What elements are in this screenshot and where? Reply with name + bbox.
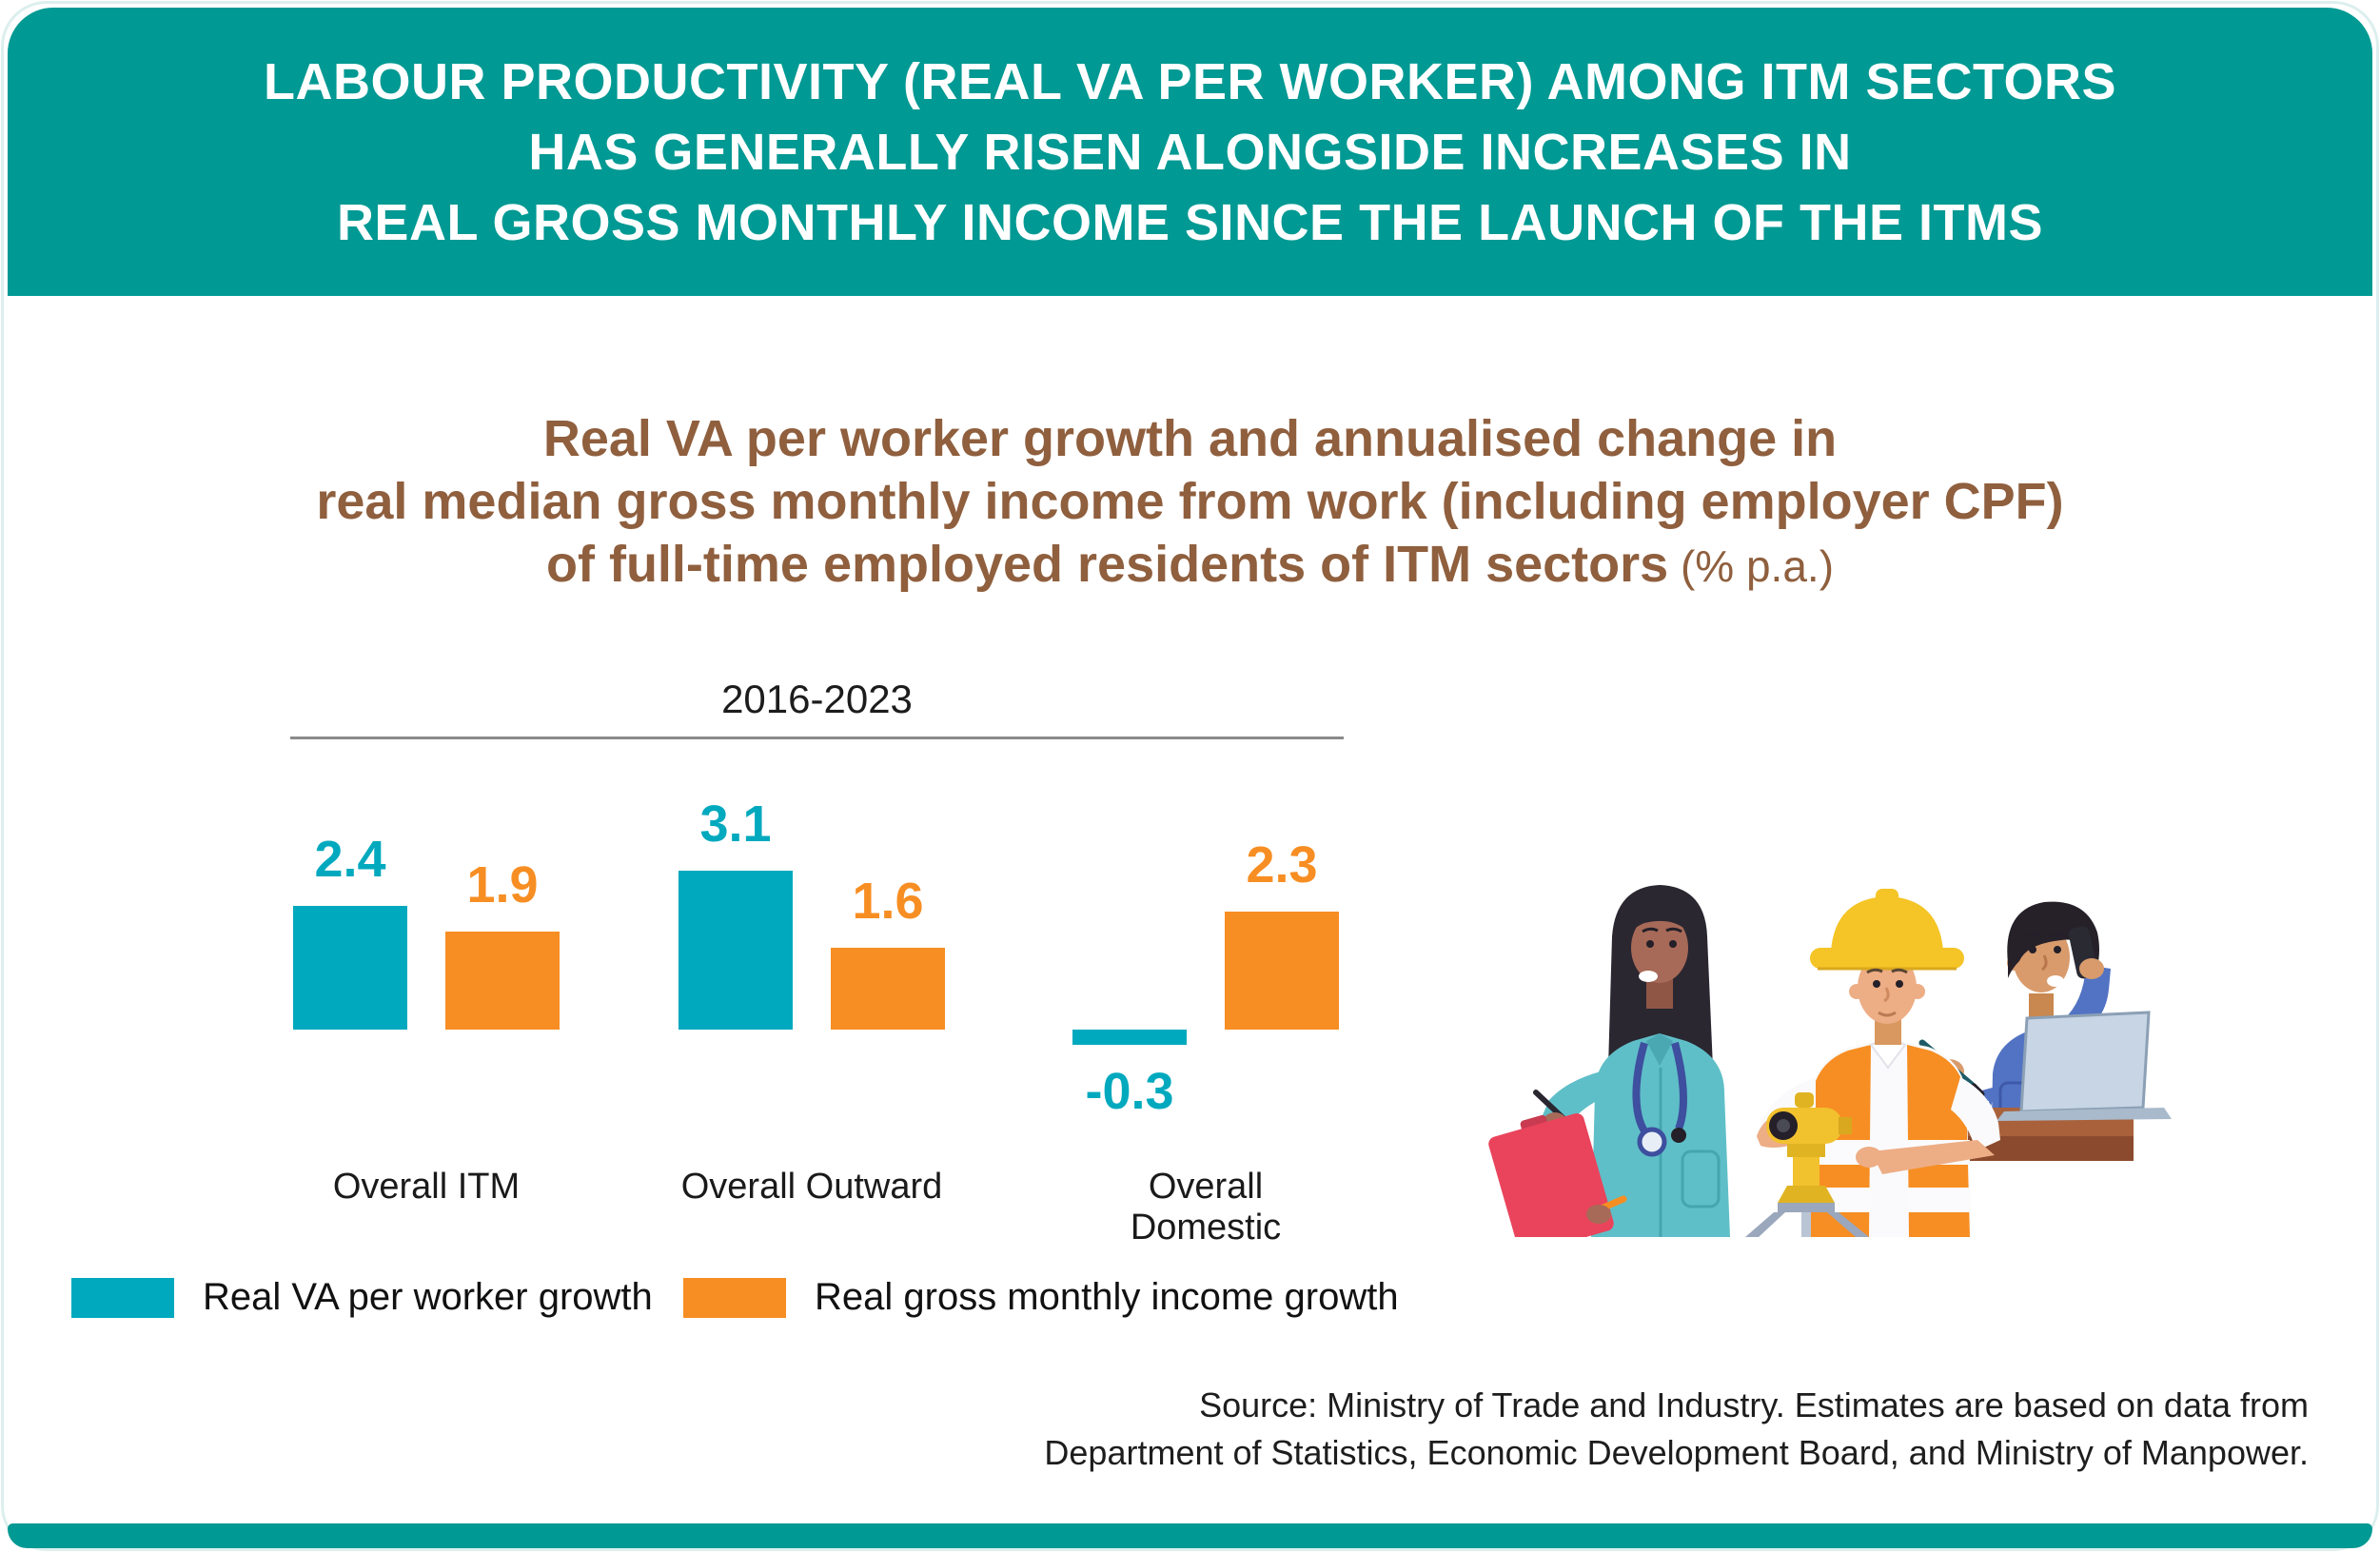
laptop bbox=[1996, 1011, 2172, 1121]
bar-chart: 2016-2023 2.4 1.9 Overall ITM 3.1 1.6 Overall… bbox=[290, 668, 1344, 1248]
bar bbox=[445, 932, 560, 1030]
category-label: Overall Domestic bbox=[1130, 1167, 1282, 1247]
category-label: Overall Outward bbox=[680, 1167, 943, 1207]
bar bbox=[831, 948, 945, 1030]
nurse-figure bbox=[1488, 885, 1730, 1237]
footer-strip bbox=[8, 1523, 2372, 1548]
bar bbox=[679, 871, 793, 1030]
legend-item: Real VA per worker growth bbox=[71, 1276, 653, 1319]
header-banner: LABOUR PRODUCTIVITY (REAL VA PER WORKER)… bbox=[8, 8, 2372, 296]
bar-group: 2.4 1.9 Overall ITM bbox=[293, 737, 560, 1241]
category-label: Overall ITM bbox=[332, 1167, 521, 1207]
legend-label: Real VA per worker growth bbox=[203, 1276, 653, 1318]
bar bbox=[1072, 1030, 1187, 1045]
header-title-line1: LABOUR PRODUCTIVITY (REAL VA PER WORKER)… bbox=[263, 52, 2117, 110]
source-line1: Source: Ministry of Trade and Industry. … bbox=[1199, 1385, 2309, 1424]
legend-swatch bbox=[71, 1277, 174, 1318]
legend: Real VA per worker growth Real gross mont… bbox=[0, 1276, 2380, 1326]
subtitle-line3: of full-time employed residents of ITM s… bbox=[0, 533, 2380, 598]
period-underline bbox=[290, 737, 1344, 739]
header-title-line3: REAL GROSS MONTHLY INCOME SINCE THE LAUN… bbox=[336, 193, 2044, 251]
bar-value-label: 1.9 bbox=[466, 856, 539, 914]
chart-subtitle: Real VA per worker growth and annualised… bbox=[0, 407, 2380, 598]
bar-value-label: 2.4 bbox=[314, 831, 386, 888]
bar-value-label: -0.3 bbox=[1085, 1063, 1174, 1120]
bar-group: 3.1 1.6 Overall Outward bbox=[679, 737, 945, 1241]
legend-label: Real gross monthly income growth bbox=[815, 1276, 1399, 1318]
source-note: Source: Ministry of Trade and Industry. … bbox=[1044, 1382, 2309, 1477]
bar-value-label: 1.6 bbox=[852, 873, 924, 930]
bar bbox=[1225, 912, 1339, 1030]
bar-group: -0.3 2.3 Overall Domestic bbox=[1072, 737, 1339, 1247]
source-line2: Department of Statistics, Economic Devel… bbox=[1044, 1433, 2309, 1472]
subtitle-line1: Real VA per worker growth and annualised… bbox=[542, 410, 1838, 467]
bar-value-label: 3.1 bbox=[699, 796, 772, 853]
subtitle-line3-bold: of full-time employed residents of ITM s… bbox=[545, 536, 1669, 593]
construction-worker-figure bbox=[1755, 889, 2000, 1237]
workers-illustration bbox=[1488, 885, 2172, 1237]
bar-chart-bars: 2.4 1.9 Overall ITM 3.1 1.6 Overall Outward -0… bbox=[290, 737, 1344, 1247]
legend-swatch bbox=[683, 1277, 786, 1318]
legend-item: Real gross monthly income growth bbox=[683, 1276, 1399, 1319]
theodolite bbox=[1745, 1092, 1869, 1237]
period-label: 2016-2023 bbox=[721, 677, 913, 721]
subtitle-unit: (% p.a.) bbox=[1668, 541, 1835, 591]
subtitle-line2: real median gross monthly income from wo… bbox=[316, 473, 2064, 530]
bar-value-label: 2.3 bbox=[1246, 836, 1318, 894]
header-title-line2: HAS GENERALLY RISEN ALONGSIDE INCREASES … bbox=[528, 123, 1852, 181]
bar bbox=[293, 906, 407, 1030]
